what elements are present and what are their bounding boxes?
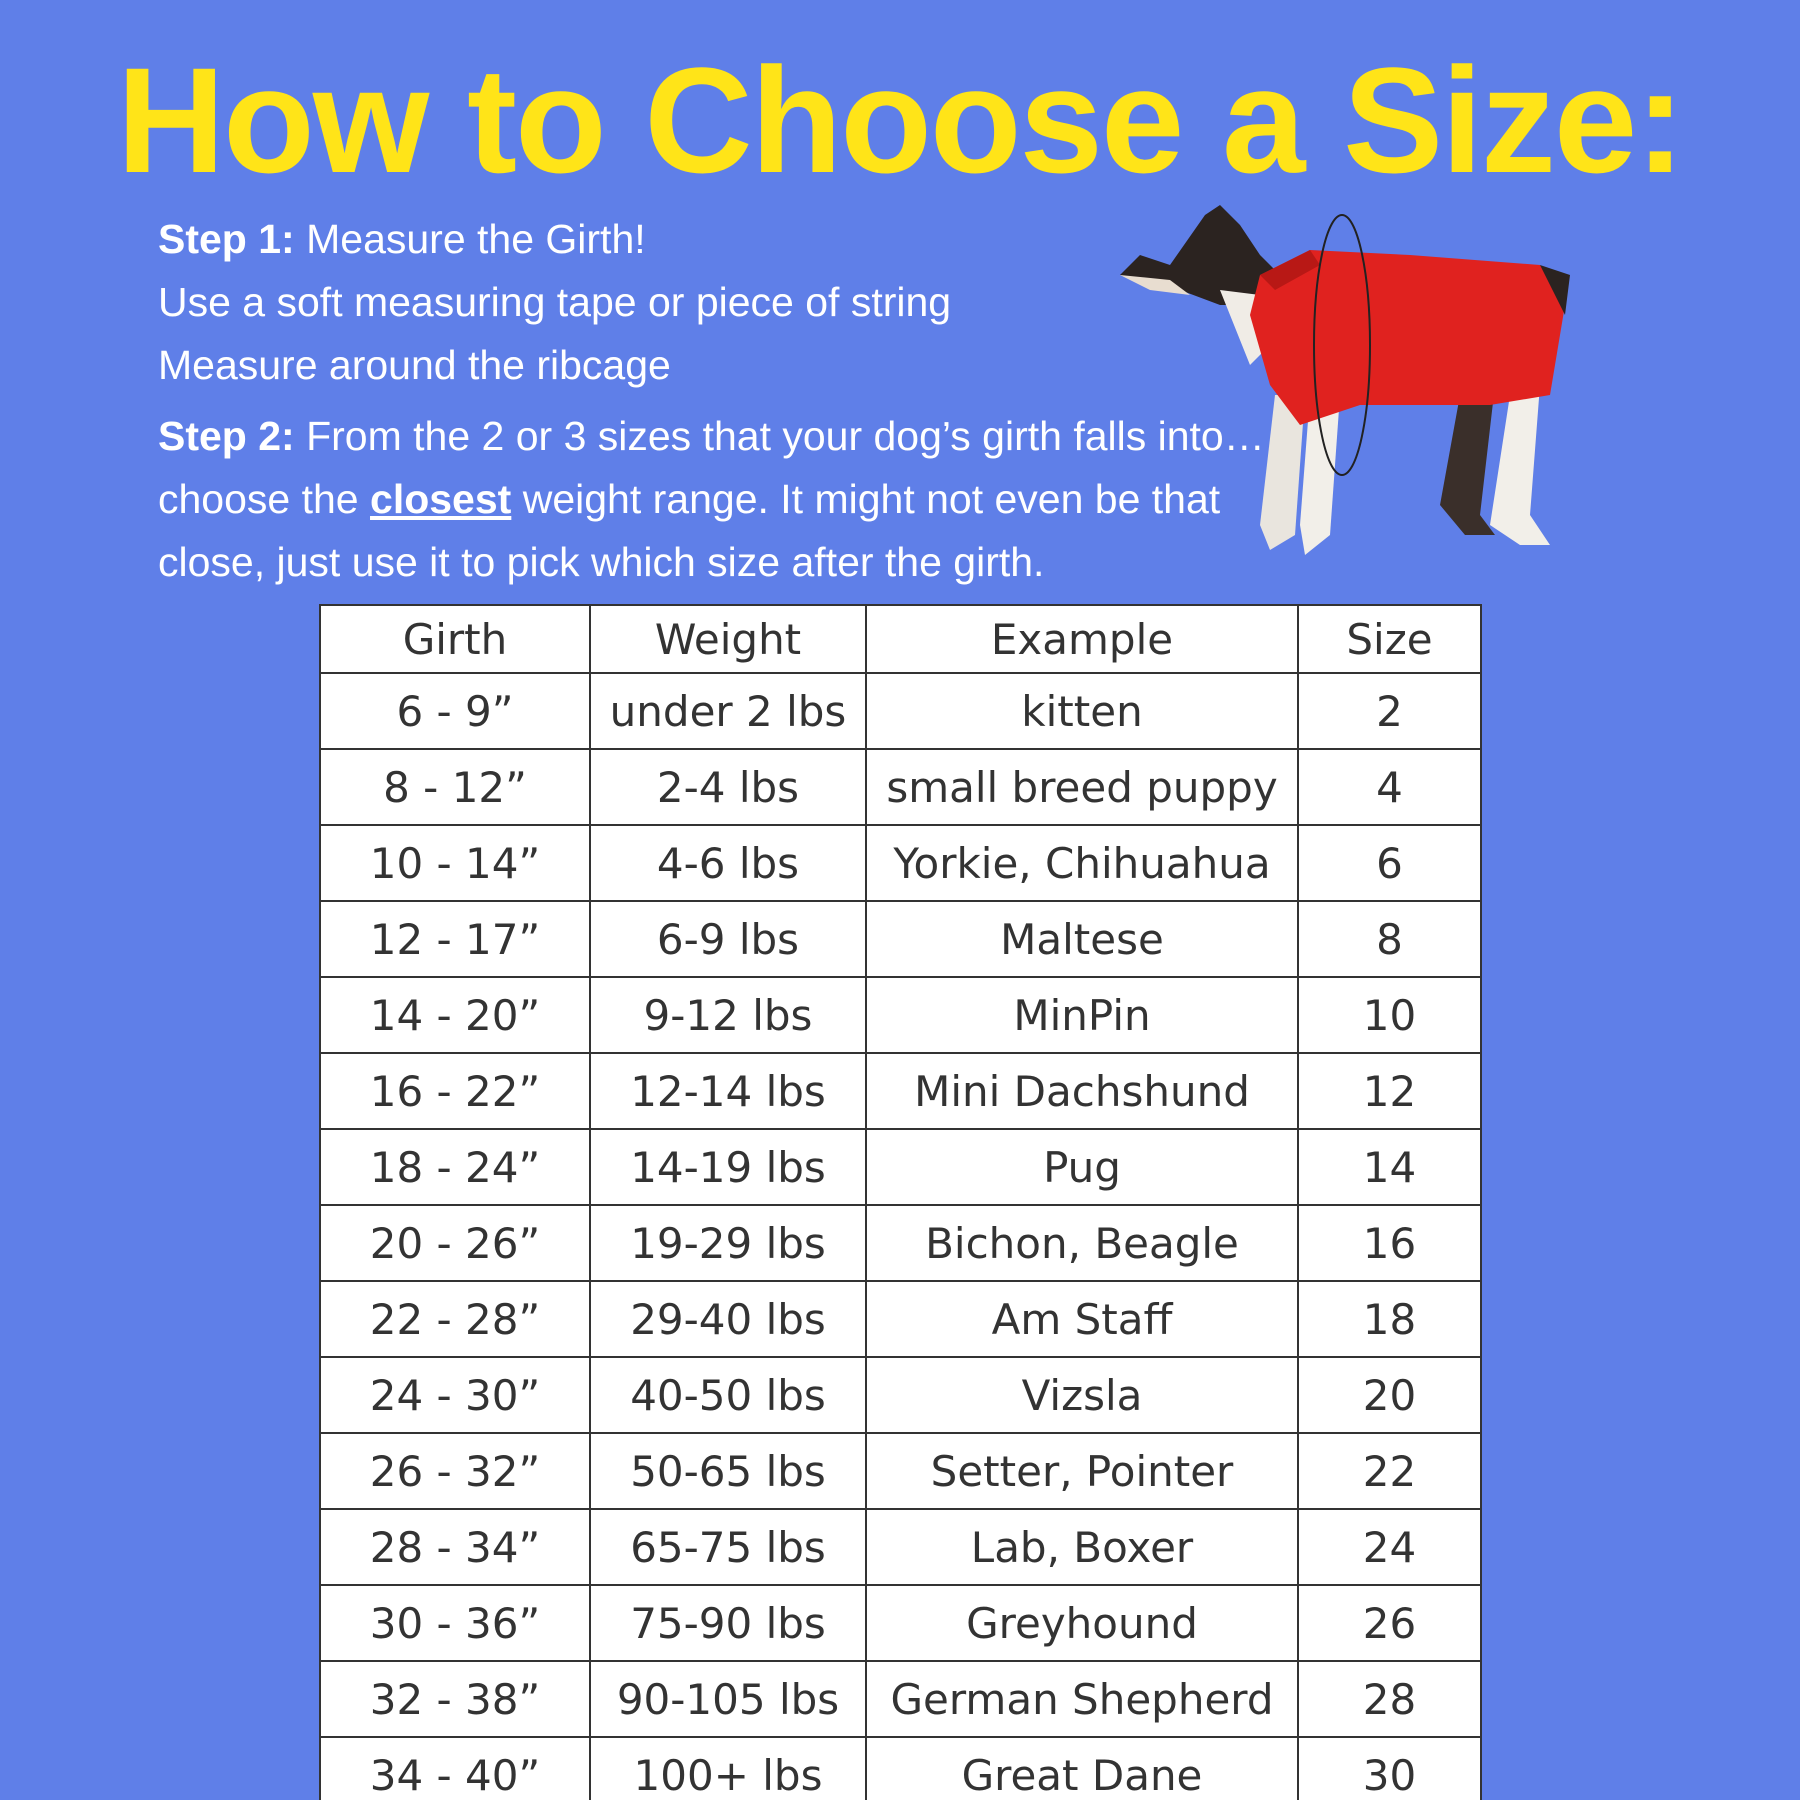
table-cell: 19-29 lbs <box>589 1204 867 1282</box>
table-cell: Vizsla <box>865 1356 1299 1434</box>
emphasis: closest <box>370 476 512 522</box>
table-cell: 2 <box>1297 672 1482 750</box>
table-cell: Mini Dachshund <box>865 1052 1299 1130</box>
column-header: Girth <box>319 604 591 674</box>
table-cell: Am Staff <box>865 1280 1299 1358</box>
table-cell: 34 - 40” <box>319 1736 591 1800</box>
step-text: Measure the Girth! <box>306 216 646 262</box>
table-cell: 65-75 lbs <box>589 1508 867 1586</box>
table-cell: 6 <box>1297 824 1482 902</box>
table-cell: 4 <box>1297 748 1482 826</box>
table-cell: 14 - 20” <box>319 976 591 1054</box>
table-cell: 6-9 lbs <box>589 900 867 978</box>
step-label: Step 2: <box>158 413 295 459</box>
size-table-frame: Girth Weight Example Size 6 - 9” under 2 lbs… <box>319 604 1482 1800</box>
table-cell: 50-65 lbs <box>589 1432 867 1510</box>
table-cell: 22 - 28” <box>319 1280 591 1358</box>
table-cell: 29-40 lbs <box>589 1280 867 1358</box>
column-header: Weight <box>589 604 867 674</box>
table-row: 24 - 30” 40-50 lbs Vizsla 20 <box>319 1356 1482 1434</box>
table-cell: 28 <box>1297 1660 1482 1738</box>
table-cell: 12 - 17” <box>319 900 591 978</box>
table-row: 6 - 9” under 2 lbs kitten 2 <box>319 672 1482 750</box>
step-text: From the 2 or 3 sizes that your dog’s gi… <box>158 413 1265 522</box>
table-cell: 14-19 lbs <box>589 1128 867 1206</box>
dog <box>1120 205 1570 555</box>
table-cell: 8 <box>1297 900 1482 978</box>
table-cell: 26 <box>1297 1584 1482 1662</box>
table-cell: 30 <box>1297 1736 1482 1800</box>
table-cell: 32 - 38” <box>319 1660 591 1738</box>
table-cell: 16 <box>1297 1204 1482 1282</box>
table-cell: 12 <box>1297 1052 1482 1130</box>
instructions: Step 1: Measure the Girth! Use a soft mea… <box>158 208 1288 594</box>
table-row: 12 - 17” 6-9 lbs Maltese 8 <box>319 900 1482 978</box>
table-cell: 20 - 26” <box>319 1204 591 1282</box>
table-cell: kitten <box>865 672 1299 750</box>
table-cell: 90-105 lbs <box>589 1660 867 1738</box>
dog-illustration <box>1120 205 1570 555</box>
table-row: 16 - 22” 12-14 lbs Mini Dachshund 12 <box>319 1052 1482 1130</box>
table-cell: 18 <box>1297 1280 1482 1358</box>
table-cell: 2-4 lbs <box>589 748 867 826</box>
table-cell: MinPin <box>865 976 1299 1054</box>
step-2: Step 2: From the 2 or 3 sizes that your … <box>158 405 1288 594</box>
step-label: Step 1: <box>158 216 295 262</box>
table-cell: 14 <box>1297 1128 1482 1206</box>
step-text: Measure around the ribcage <box>158 342 671 388</box>
table-cell: 24 - 30” <box>319 1356 591 1434</box>
table-cell: 30 - 36” <box>319 1584 591 1662</box>
table-cell: 22 <box>1297 1432 1482 1510</box>
table-cell: Maltese <box>865 900 1299 978</box>
table-cell: Bichon, Beagle <box>865 1204 1299 1282</box>
table-cell: Setter, Pointer <box>865 1432 1299 1510</box>
title: How to Choose a Size: <box>116 36 1685 204</box>
size-table: Girth Weight Example Size 6 - 9” under 2 lbs… <box>319 604 1482 1800</box>
table-cell: 10 - 14” <box>319 824 591 902</box>
column-header: Size <box>1297 604 1482 674</box>
table-cell: 20 <box>1297 1356 1482 1434</box>
table-row: 28 - 34” 65-75 lbs Lab, Boxer 24 <box>319 1508 1482 1586</box>
step-1: Step 1: Measure the Girth! Use a soft mea… <box>158 208 1288 397</box>
table-cell: Pug <box>865 1128 1299 1206</box>
table-cell: 26 - 32” <box>319 1432 591 1510</box>
table-cell: 6 - 9” <box>319 672 591 750</box>
table-row: 22 - 28” 29-40 lbs Am Staff 18 <box>319 1280 1482 1358</box>
table-cell: Great Dane <box>865 1736 1299 1800</box>
table-body: 6 - 9” under 2 lbs kitten 2 8 - 12” 2-4 lbs sm… <box>319 672 1482 1800</box>
table-cell: 12-14 lbs <box>589 1052 867 1130</box>
table-row: 32 - 38” 90-105 lbs German Shepherd 28 <box>319 1660 1482 1738</box>
table-cell: Yorkie, Chihuahua <box>865 824 1299 902</box>
table-row: 10 - 14” 4-6 lbs Yorkie, Chihuahua 6 <box>319 824 1482 902</box>
step-text: weight range. It might not even be that … <box>158 476 1221 585</box>
column-header: Example <box>865 604 1299 674</box>
table-row: 34 - 40” 100+ lbs Great Dane 30 <box>319 1736 1482 1800</box>
table-cell: 4-6 lbs <box>589 824 867 902</box>
table-cell: small breed puppy <box>865 748 1299 826</box>
table-row: 18 - 24” 14-19 lbs Pug 14 <box>319 1128 1482 1206</box>
table-row: 26 - 32” 50-65 lbs Setter, Pointer 22 <box>319 1432 1482 1510</box>
table-cell: 8 - 12” <box>319 748 591 826</box>
table-cell: 24 <box>1297 1508 1482 1586</box>
table-cell: 100+ lbs <box>589 1736 867 1800</box>
table-cell: 10 <box>1297 976 1482 1054</box>
table-cell: Greyhound <box>865 1584 1299 1662</box>
table-row: 20 - 26” 19-29 lbs Bichon, Beagle 16 <box>319 1204 1482 1282</box>
header-row: Girth Weight Example Size <box>319 604 1482 674</box>
table-cell: 16 - 22” <box>319 1052 591 1130</box>
table-row: 8 - 12” 2-4 lbs small breed puppy 4 <box>319 748 1482 826</box>
table-cell: under 2 lbs <box>589 672 867 750</box>
table-cell: 40-50 lbs <box>589 1356 867 1434</box>
table-cell: 9-12 lbs <box>589 976 867 1054</box>
table-row: 14 - 20” 9-12 lbs MinPin 10 <box>319 976 1482 1054</box>
table-cell: German Shepherd <box>865 1660 1299 1738</box>
table-row: 30 - 36” 75-90 lbs Greyhound 26 <box>319 1584 1482 1662</box>
table-cell: 75-90 lbs <box>589 1584 867 1662</box>
step-text: Use a soft measuring tape or piece of st… <box>158 279 952 325</box>
table-cell: 18 - 24” <box>319 1128 591 1206</box>
table-cell: 28 - 34” <box>319 1508 591 1586</box>
table-cell: Lab, Boxer <box>865 1508 1299 1586</box>
